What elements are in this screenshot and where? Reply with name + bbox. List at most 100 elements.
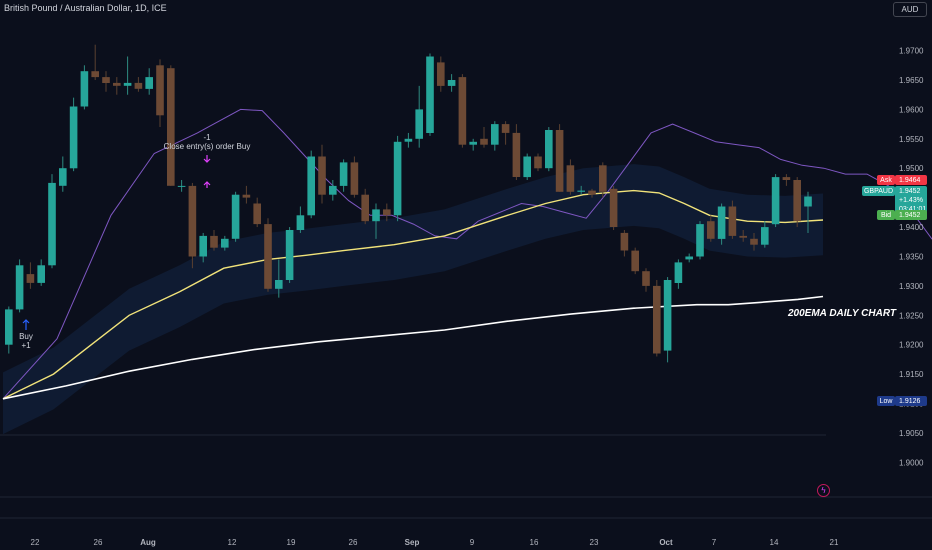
candle-body: [782, 177, 791, 180]
currency-button[interactable]: AUD: [893, 2, 927, 17]
candle-body: [415, 109, 423, 139]
candle-body: [264, 224, 272, 289]
candle-body: [534, 156, 542, 169]
low-tag-value: 1.9126: [899, 398, 921, 405]
low-tag-value-bg: [895, 396, 927, 406]
candle-body: [393, 141, 402, 216]
y-tick-label: 1.9050: [899, 429, 924, 438]
bid-tag-label-bg: [877, 210, 895, 220]
candle-body: [383, 209, 391, 216]
x-tick-label: 26: [349, 538, 358, 547]
candle-body: [123, 82, 132, 86]
y-tick-label: 1.9150: [899, 370, 924, 379]
candle-body: [566, 165, 575, 192]
candle-body: [728, 206, 737, 236]
bid-tag-value: 1.9452: [899, 212, 921, 219]
close-label: Close entry(s) order Buy: [164, 142, 251, 151]
y-tick-label: 1.9000: [899, 458, 924, 467]
candle-body: [642, 271, 650, 286]
candle-body: [59, 168, 67, 186]
candle-body: [296, 215, 305, 230]
candle-body: [404, 138, 413, 142]
candle-body: [761, 227, 769, 245]
symbol-tag-value: 1.9452: [899, 188, 921, 195]
candle-body: [609, 188, 618, 227]
close-qty: -1: [203, 133, 211, 142]
candle-body: [491, 124, 499, 145]
bid-tag-label: Bid: [881, 212, 891, 219]
candle-body: [253, 203, 261, 225]
candle-body: [696, 224, 704, 257]
y-tick-label: 1.9550: [899, 135, 924, 144]
entry-marker-icon: [203, 181, 211, 188]
candle-body: [113, 82, 121, 86]
y-tick-label: 1.9250: [899, 311, 924, 320]
buy-label: Buy: [19, 332, 33, 341]
x-tick-label: 22: [31, 538, 40, 547]
candle-body: [599, 165, 607, 192]
x-tick-label: 21: [830, 538, 839, 547]
candle-body: [242, 194, 251, 198]
candle-body: [48, 182, 56, 266]
x-tick-label: Aug: [140, 538, 156, 547]
candle-body: [37, 265, 45, 283]
candle-body: [663, 280, 672, 351]
candle-body: [221, 238, 229, 248]
x-tick-label: 23: [590, 538, 599, 547]
candle-body: [134, 82, 143, 89]
y-tick-label: 1.9650: [899, 76, 924, 85]
candle-body: [350, 162, 359, 195]
candle-body: [285, 230, 294, 280]
candle-body: [437, 62, 445, 86]
bid-tag-value-bg: [895, 210, 927, 220]
y-tick-label: 1.9300: [899, 282, 924, 291]
candle-body: [577, 190, 585, 192]
symbol-tag-countdown: 03:41:01: [899, 206, 926, 213]
x-tick-label: 9: [470, 538, 475, 547]
candle-body: [177, 185, 186, 187]
ask-tag-value: 1.9464: [899, 177, 921, 184]
candlesticks: [5, 44, 812, 363]
time-axis: 22 26 Aug 12 19 26 Sep 9 16 23 Oct 7 14 21: [31, 538, 839, 547]
candle-body: [631, 250, 639, 272]
y-tick-label: 1.9350: [899, 253, 924, 262]
y-tick-label: 1.9500: [899, 164, 924, 173]
ask-tag-label-bg: [877, 175, 895, 185]
candle-body: [480, 138, 488, 145]
candle-body: [5, 309, 13, 345]
low-tag-label: Low: [880, 398, 894, 405]
candle-body: [458, 77, 467, 145]
y-tick-label: 1.9200: [899, 341, 924, 350]
candle-body: [750, 238, 758, 245]
candle-body: [91, 71, 99, 78]
lightning-bolt-icon[interactable]: ϟ: [817, 484, 830, 497]
candle-body: [145, 77, 153, 89]
candle-body: [685, 256, 693, 260]
candle-body: [15, 265, 24, 310]
low-tag-label-bg: [877, 396, 895, 406]
y-tick-label: 1.9600: [899, 105, 924, 114]
candle-body: [210, 235, 218, 248]
x-tick-label: Oct: [659, 538, 673, 547]
close-arrow-icon: [203, 155, 211, 163]
candle-body: [545, 130, 553, 169]
candle-body: [512, 132, 521, 177]
candle-body: [102, 77, 110, 83]
candle-body: [555, 130, 564, 192]
x-tick-label: 19: [287, 538, 296, 547]
candle-body: [26, 274, 35, 283]
chart-note: 200EMA DAILY CHART: [787, 308, 897, 319]
candle-body: [69, 106, 78, 169]
x-tick-label: 16: [530, 538, 539, 547]
candle-body: [804, 196, 812, 207]
price-tags: Ask 1.9464 GBPAUD 1.9452 +1.43% 03:41:01 Bid 1.…: [862, 175, 927, 406]
candle-body: [588, 190, 596, 195]
buy-qty: +1: [21, 341, 31, 350]
symbol-tag-label: GBPAUD: [864, 188, 893, 195]
series-ema-mid: [2, 189, 824, 400]
candle-body: [469, 141, 477, 145]
candle-body: [653, 285, 661, 354]
candle-body: [501, 124, 510, 133]
